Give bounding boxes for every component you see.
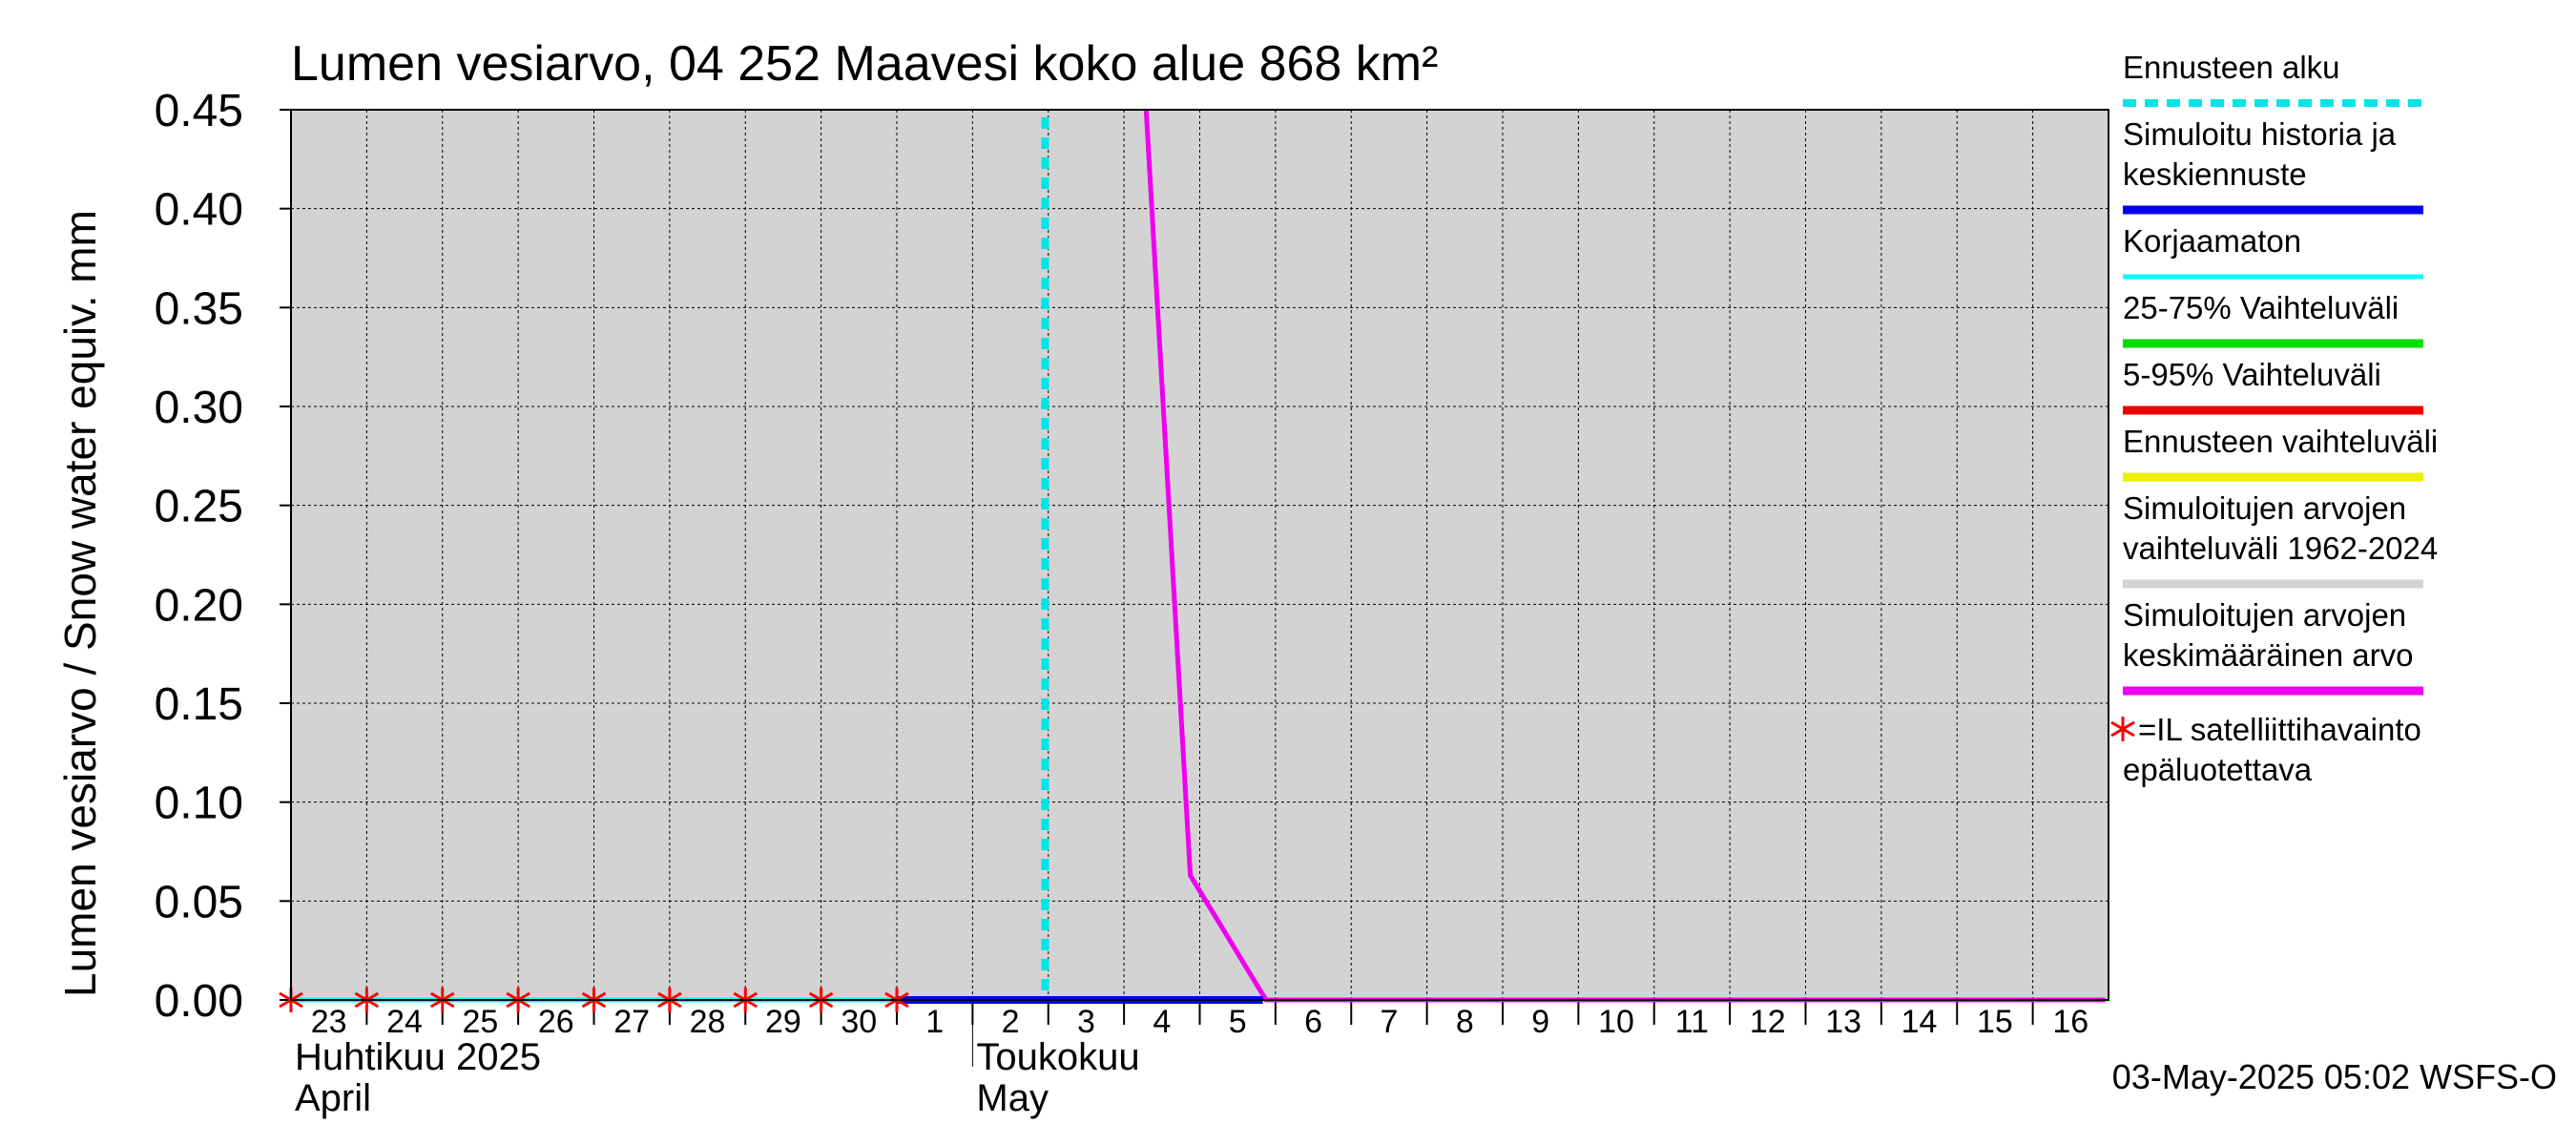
x-tick-label: 5 [1229, 1004, 1247, 1040]
legend-label: Simuloitujen arvojen [2123, 597, 2406, 633]
legend: Ennusteen alku Simuloitu historia ja keski… [2110, 50, 2438, 787]
x-tick-label: 14 [1901, 1004, 1938, 1040]
legend-label: vaihteluväli 1962-2024 [2123, 531, 2438, 566]
x-tick-label: 16 [2052, 1004, 2088, 1040]
legend-label: keskiennuste [2123, 156, 2307, 192]
y-tick-label: 0.35 [155, 283, 243, 334]
x-tick-label: 12 [1750, 1004, 1786, 1040]
x-tick-label: 29 [765, 1004, 801, 1040]
month-label-en: May [976, 1077, 1049, 1119]
x-tick-label: 24 [386, 1004, 423, 1040]
x-tick-label: 9 [1531, 1004, 1549, 1040]
y-tick-label: 0.15 [155, 679, 243, 730]
plot-frame [290, 109, 2109, 1001]
chart-title: Lumen vesiarvo, 04 252 Maavesi koko alue… [291, 36, 1438, 92]
x-tick-label: 6 [1304, 1004, 1322, 1040]
legend-marker [2110, 717, 2135, 741]
legend-label: Simuloitu historia ja [2123, 116, 2397, 152]
y-tick-label: 0.20 [155, 580, 243, 631]
x-tick-label: 30 [841, 1004, 877, 1040]
x-tick-label: 4 [1153, 1004, 1171, 1040]
x-tick-label: 23 [311, 1004, 347, 1040]
y-tick-label: 0.25 [155, 482, 243, 532]
legend-marker-stroke [2110, 720, 2135, 738]
month-label: Toukokuu [976, 1036, 1139, 1078]
y-tick-label: 0.05 [155, 877, 243, 927]
x-tick-label: 11 [1675, 1004, 1709, 1040]
y-tick-label: 0.10 [155, 779, 243, 829]
x-tick-label: 10 [1598, 1004, 1634, 1040]
x-tick-label: 27 [613, 1004, 650, 1040]
legend-label: 5-95% Vaihteluväli [2123, 357, 2381, 392]
x-tick-label: 26 [538, 1004, 574, 1040]
x-ticks: 23 24 25 26 27 28 29 30 1 2 3 4 5 6 7 8 9 10 11 12 13 14 15 16 [311, 1000, 2088, 1040]
legend-label: Ennusteen alku [2123, 50, 2340, 85]
x-tick-label: 3 [1077, 1004, 1095, 1040]
plot-background [291, 110, 2109, 1000]
legend-label: Ennusteen vaihteluväli [2123, 424, 2438, 459]
x-tick-label: 25 [463, 1004, 499, 1040]
legend-label: Korjaamaton [2123, 223, 2301, 259]
month-label: Huhtikuu 2025 [295, 1036, 541, 1078]
x-tick-label: 7 [1380, 1004, 1398, 1040]
y-axis-label: Lumen vesiarvo / Snow water equiv. mm [55, 210, 105, 997]
month-label-en: April [295, 1077, 371, 1119]
y-tick-label: 0.30 [155, 383, 243, 433]
x-tick-label: 8 [1456, 1004, 1474, 1040]
y-tick-label: 0.00 [155, 976, 243, 1027]
footer-timestamp: 03-May-2025 05:02 WSFS-O [2112, 1057, 2557, 1096]
x-tick-label: 13 [1825, 1004, 1861, 1040]
y-ticks: 0.00 0.05 0.10 0.15 0.20 0.25 0.30 0.35 0.40 0.45 [155, 86, 337, 1027]
legend-label: keskimääräinen arvo [2123, 637, 2413, 673]
legend-label: =IL satelliittihavainto [2138, 712, 2421, 747]
legend-label: 25-75% Vaihteluväli [2123, 290, 2399, 325]
x-tick-label: 28 [690, 1004, 726, 1040]
legend-label: epäluotettava [2123, 752, 2313, 787]
x-tick-label: 2 [1002, 1004, 1020, 1040]
x-tick-label: 1 [925, 1004, 944, 1040]
y-tick-label: 0.45 [155, 86, 243, 136]
legend-label: Simuloitujen arvojen [2123, 490, 2406, 526]
x-tick-label: 15 [1977, 1004, 2013, 1040]
y-tick-label: 0.40 [155, 185, 243, 236]
